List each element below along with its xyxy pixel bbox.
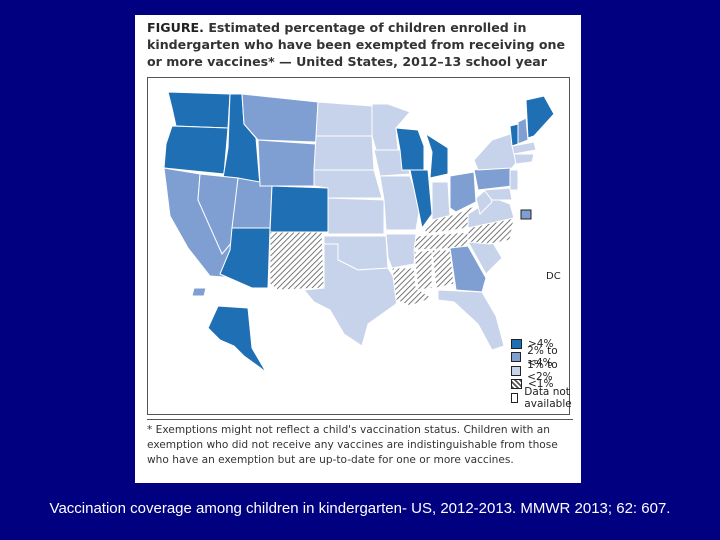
legend-swatch-1to2	[511, 365, 522, 376]
state-indiana	[431, 181, 451, 221]
legend-swatch-lt1	[511, 379, 522, 390]
state-florida	[437, 289, 505, 351]
legend-label: Data not available	[524, 385, 572, 410]
state-south-dakota	[313, 135, 375, 171]
state-mississippi	[413, 249, 433, 291]
state-colorado	[269, 185, 329, 233]
state-kansas	[327, 197, 385, 235]
state-washington	[167, 91, 231, 129]
legend-label: 2% to <4%	[527, 345, 558, 370]
state-minnesota	[371, 103, 411, 151]
us-map-box: DC	[147, 77, 570, 415]
state-utah	[231, 177, 273, 229]
state-new-jersey	[509, 169, 519, 191]
state-oregon	[163, 125, 229, 175]
state-montana	[241, 93, 319, 143]
legend-item-2to4: 2% to <4%	[511, 345, 581, 369]
state-new-hampshire	[517, 117, 529, 145]
state-texas	[303, 243, 401, 347]
legend-swatch-gt4	[511, 338, 522, 349]
state-maine	[525, 95, 555, 139]
state-michigan	[425, 132, 449, 179]
slide-caption: Vaccination coverage among children in k…	[49, 500, 671, 517]
legend-label: <1%	[528, 378, 554, 391]
state-hawaii	[191, 287, 207, 297]
legend-item-gt4: >4%	[511, 337, 581, 351]
state-louisiana	[391, 267, 434, 307]
state-connecticut-ri	[513, 153, 535, 165]
state-north-dakota	[315, 101, 373, 137]
state-massachusetts	[511, 141, 537, 155]
state-arkansas	[385, 233, 417, 269]
state-illinois	[409, 169, 433, 230]
legend-swatch-2to4	[511, 352, 522, 363]
figure-label: FIGURE.	[147, 20, 204, 35]
figure-title-text: Estimated percentage of children enrolle…	[147, 20, 566, 69]
state-missouri	[379, 175, 421, 231]
us-map	[163, 91, 555, 373]
legend-label: >4%	[528, 337, 554, 350]
state-alaska	[207, 305, 267, 373]
footnote: * Exemptions might not reflect a child's…	[147, 419, 573, 468]
figure-title: FIGURE. Estimated percentage of children…	[147, 19, 573, 70]
state-vermont	[509, 123, 519, 147]
state-kentucky	[423, 205, 475, 235]
state-alabama	[431, 249, 455, 289]
legend-item-1to2: 1% to <2%	[511, 359, 581, 383]
state-wyoming	[257, 139, 317, 187]
legend-item-lt1: <1%	[511, 378, 581, 392]
state-new-mexico	[269, 231, 325, 291]
legend-swatch-na	[511, 392, 519, 403]
legend-item-na: Data not available	[511, 386, 581, 410]
figure-panel: FIGURE. Estimated percentage of children…	[135, 15, 581, 483]
state-georgia	[449, 245, 487, 293]
dc-swatch	[520, 209, 532, 220]
map-legend: >4% 2% to <4% 1% to <2% <1% Data not ava…	[511, 337, 581, 410]
state-nevada	[197, 173, 239, 255]
state-ohio	[449, 171, 477, 213]
dc-label: DC	[546, 271, 561, 282]
state-maryland	[483, 187, 513, 201]
legend-label: 1% to <2%	[527, 358, 558, 383]
